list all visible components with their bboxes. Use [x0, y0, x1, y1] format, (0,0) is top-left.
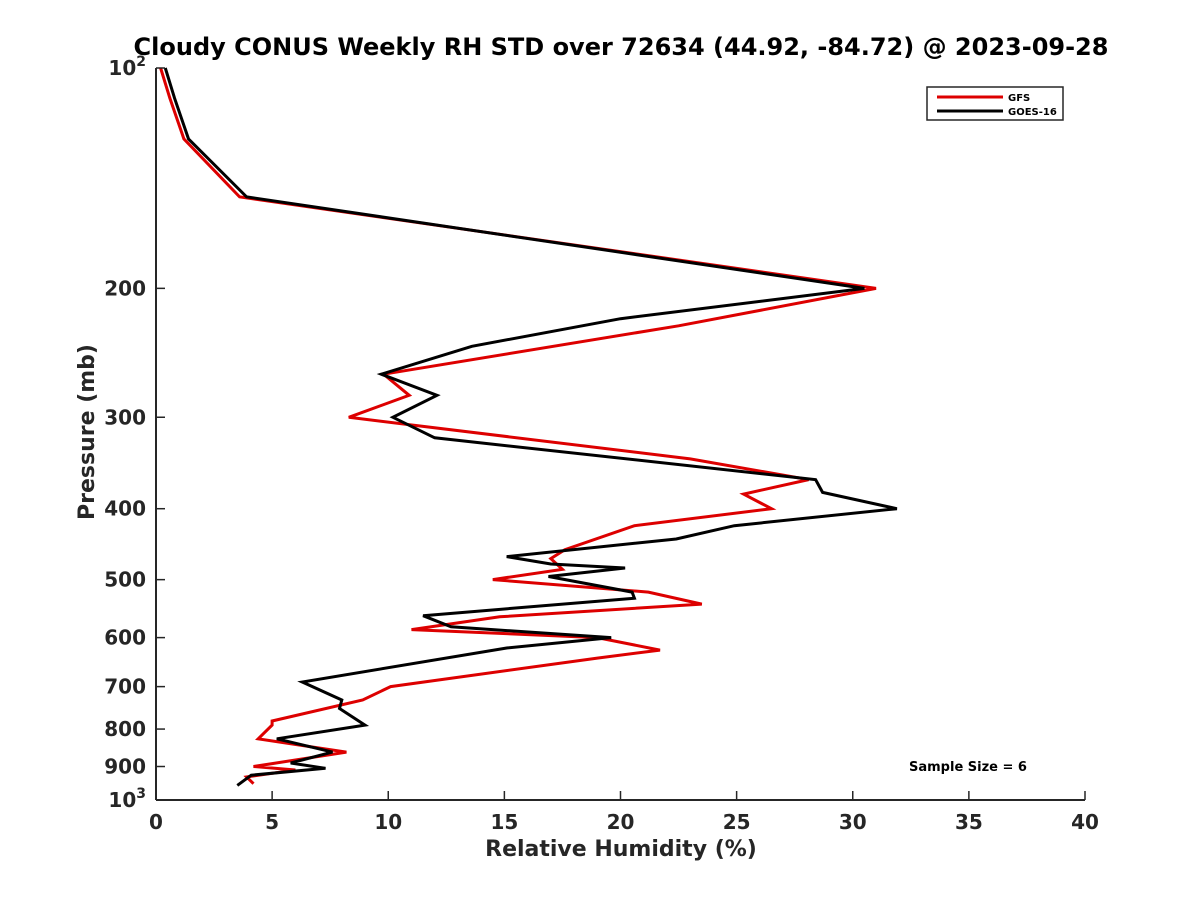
x-tick-label: 25 [723, 810, 751, 834]
x-tick-label: 20 [607, 810, 635, 834]
x-tick-label: 5 [265, 810, 279, 834]
x-tick-label: 35 [955, 810, 983, 834]
x-tick-label: 40 [1071, 810, 1099, 834]
x-tick-label: 15 [490, 810, 518, 834]
sample-size-annotation: Sample Size = 6 [909, 760, 1027, 775]
y-tick-label: 300 [104, 405, 146, 429]
legend-box [926, 86, 1064, 121]
y-tick-label: 900 [104, 755, 146, 779]
y-tick-label: 200 [104, 276, 146, 300]
x-axis: 0 5 10 15 20 25 30 35 40 [149, 791, 1099, 834]
y-tick-label: 600 [104, 626, 146, 650]
y-tick-label: 800 [104, 717, 146, 741]
y-tick-label: 500 [104, 568, 146, 592]
x-tick-label: 30 [839, 810, 867, 834]
series-line-gfs [159, 67, 877, 785]
legend-label-gfs: GFS [1008, 93, 1030, 104]
y-tick-label: 700 [104, 675, 146, 699]
x-tick-label: 10 [374, 810, 402, 834]
x-axis-label: Relative Humidity (%) [485, 837, 757, 862]
y-axis-label: Pressure (mb) [75, 344, 100, 520]
y-tick-label: 102 [108, 54, 146, 80]
y-axis: 102 200 300 400 500 600 700 800 900 103 [104, 54, 165, 812]
chart-title: Cloudy CONUS Weekly RH STD over 72634 (4… [134, 33, 1109, 61]
y-tick-label: 103 [108, 786, 146, 812]
legend: GFS GOES-16 [926, 86, 1064, 121]
series-layer [159, 67, 898, 787]
series-line-goes-16 [163, 67, 898, 787]
x-tick-label: 0 [149, 810, 163, 834]
legend-label-goes-16: GOES-16 [1008, 107, 1057, 118]
y-tick-label: 400 [104, 497, 146, 521]
